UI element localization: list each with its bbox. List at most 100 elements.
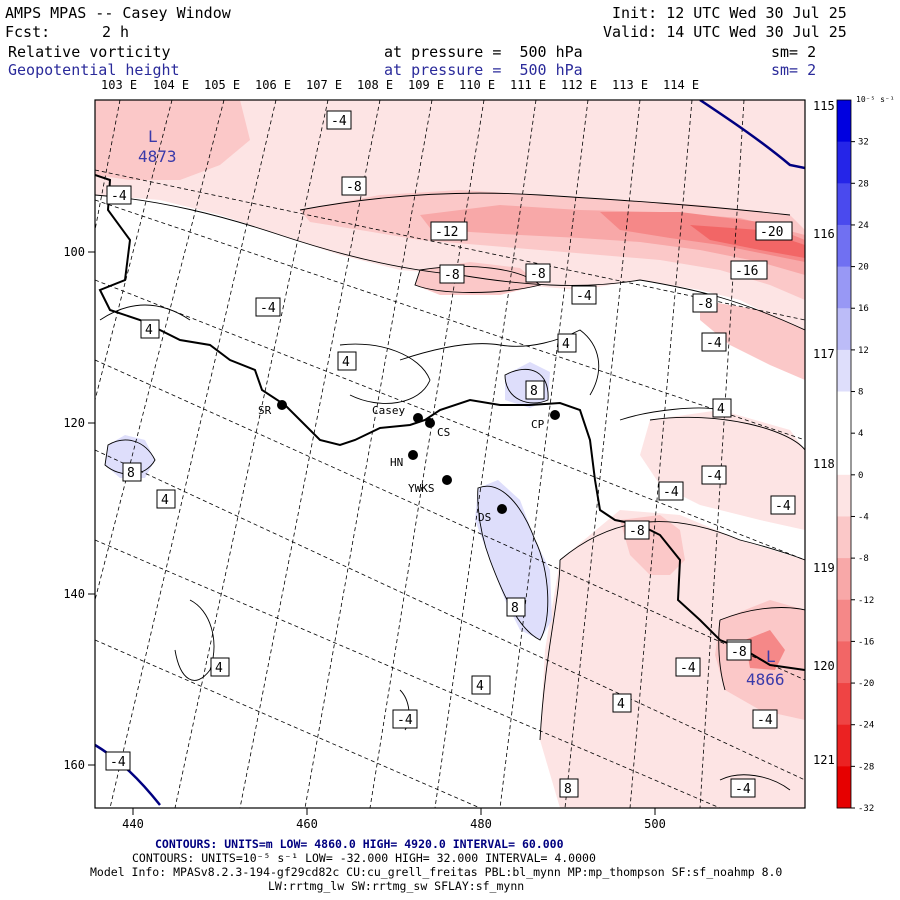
colorbar-cell bbox=[837, 641, 851, 684]
contour-label: -4 bbox=[680, 661, 696, 676]
contour-label: 4 bbox=[562, 337, 570, 352]
station-label: DS bbox=[478, 511, 491, 524]
contour-label: -4 bbox=[706, 336, 722, 351]
lon-label: 106 E bbox=[255, 78, 291, 92]
colorbar-label: -24 bbox=[858, 721, 874, 731]
lon-label: 108 E bbox=[357, 78, 393, 92]
x-axis-tick: 460 bbox=[296, 817, 318, 831]
lon-label: 110 E bbox=[459, 78, 495, 92]
contour-label: -4 bbox=[111, 189, 127, 204]
colorbar-cell bbox=[837, 100, 851, 143]
field1-level: at pressure = 500 hPa bbox=[384, 43, 583, 61]
contour-label: -4 bbox=[735, 782, 751, 797]
lon-label: 103 E bbox=[101, 78, 137, 92]
x-axis-tick: 440 bbox=[122, 817, 144, 831]
low-value: 4866 bbox=[746, 670, 785, 689]
colorbar-label: -12 bbox=[858, 596, 874, 606]
contour-label: -4 bbox=[706, 469, 722, 484]
colorbar-cell bbox=[837, 766, 851, 809]
lon-label: 107 E bbox=[306, 78, 342, 92]
colorbar-cell bbox=[837, 183, 851, 226]
lat-axis-tick: 100 bbox=[63, 245, 85, 259]
field2-smoothing: sm= 2 bbox=[771, 61, 817, 79]
contour-label: -4 bbox=[576, 289, 592, 304]
colorbar-label: 4 bbox=[858, 429, 863, 439]
footer-model-info-2: LW:rrtmg_lw SW:rrtmg_sw SFLAY:sf_mynn bbox=[268, 879, 524, 893]
colorbar-label: 16 bbox=[858, 304, 869, 314]
station-label: YWKS bbox=[408, 482, 435, 495]
colorbar-label: 0 bbox=[858, 471, 863, 481]
lon-label: 113 E bbox=[612, 78, 648, 92]
colorbar-label: 32 bbox=[858, 138, 869, 148]
contour-label: 4 bbox=[476, 679, 484, 694]
station-label: Casey bbox=[372, 404, 405, 417]
station-label: SR bbox=[258, 404, 272, 417]
station-marker bbox=[425, 418, 435, 428]
contour-label: -4 bbox=[110, 755, 126, 770]
station-marker bbox=[277, 400, 287, 410]
forecast-hour: 2 h bbox=[102, 23, 130, 41]
contour-label: 4 bbox=[161, 493, 169, 508]
lon-label: 114 E bbox=[663, 78, 699, 92]
contour-label: -4 bbox=[757, 713, 773, 728]
colorbar-label: 24 bbox=[858, 221, 869, 231]
colorbar-cell bbox=[837, 474, 851, 517]
contour-label: -4 bbox=[663, 485, 679, 500]
contour-label: -4 bbox=[260, 301, 276, 316]
footer-model-info: Model Info: MPASv8.2.3-194-gf29cd82c CU:… bbox=[90, 865, 782, 879]
colorbar-label: -4 bbox=[858, 512, 869, 522]
contour-label: 8 bbox=[127, 466, 135, 481]
contour-label: -8 bbox=[629, 524, 645, 539]
colorbar-label: 20 bbox=[858, 263, 869, 273]
contour-label: 4 bbox=[342, 355, 350, 370]
forecast-label: Fcst: bbox=[5, 23, 51, 41]
lat-axis-tick: 140 bbox=[63, 587, 85, 601]
colorbar-label: -16 bbox=[858, 637, 874, 647]
colorbar-cell bbox=[837, 599, 851, 642]
contour-label: 8 bbox=[511, 601, 519, 616]
colorbar-cell bbox=[837, 391, 851, 434]
contour-label: -8 bbox=[731, 645, 747, 660]
colorbar-cell bbox=[837, 516, 851, 559]
footer-contours-height: CONTOURS: UNITS=m LOW= 4860.0 HIGH= 4920… bbox=[155, 837, 564, 851]
contour-label: -4 bbox=[775, 499, 791, 514]
contour-label: -8 bbox=[346, 180, 362, 195]
colorbar-label: -20 bbox=[858, 679, 874, 689]
contour-label: 4 bbox=[145, 323, 153, 338]
footer-contours-vorticity: CONTOURS: UNITS=10⁻⁵ s⁻¹ LOW= -32.000 HI… bbox=[132, 851, 596, 865]
colorbar-label: 12 bbox=[858, 346, 869, 356]
low-letter: L bbox=[148, 127, 158, 146]
station-marker bbox=[408, 450, 418, 460]
contour-label: -20 bbox=[760, 225, 783, 240]
x-axis-tick: 480 bbox=[470, 817, 492, 831]
lon-label: 109 E bbox=[408, 78, 444, 92]
contour-label: -4 bbox=[331, 114, 347, 129]
contour-label: -8 bbox=[444, 268, 460, 283]
station-label: HN bbox=[390, 456, 403, 469]
contour-label: 4 bbox=[215, 661, 223, 676]
contour-label: 8 bbox=[530, 384, 538, 399]
colorbar-cell bbox=[837, 558, 851, 601]
x-axis-tick: 500 bbox=[644, 817, 666, 831]
low-letter: L bbox=[766, 647, 776, 666]
colorbar-cell bbox=[837, 224, 851, 268]
colorbar-cell bbox=[837, 349, 851, 393]
map-frame bbox=[94, 99, 806, 809]
station-marker bbox=[413, 413, 423, 423]
contour-labels: -4 -4 -8 -12 -20 -8 -8 -16 -4 -8 -4 4 -4… bbox=[105, 110, 796, 798]
contour-label: 8 bbox=[564, 782, 572, 797]
lon-label: 105 E bbox=[204, 78, 240, 92]
valid-time: Valid: 14 UTC Wed 30 Jul 25 bbox=[603, 23, 847, 41]
contour-label: 4 bbox=[717, 402, 725, 417]
colorbar-cell bbox=[837, 433, 851, 476]
contour-label: -16 bbox=[735, 264, 758, 279]
lon-label: 112 E bbox=[561, 78, 597, 92]
contour-label: 4 bbox=[617, 697, 625, 712]
colorbar-label: -32 bbox=[858, 804, 874, 814]
lon-label: 104 E bbox=[153, 78, 189, 92]
colorbar-label: 8 bbox=[858, 388, 863, 398]
lat-axis-tick: 160 bbox=[63, 758, 85, 772]
contour-label: -8 bbox=[530, 267, 546, 282]
low-value: 4873 bbox=[138, 147, 177, 166]
